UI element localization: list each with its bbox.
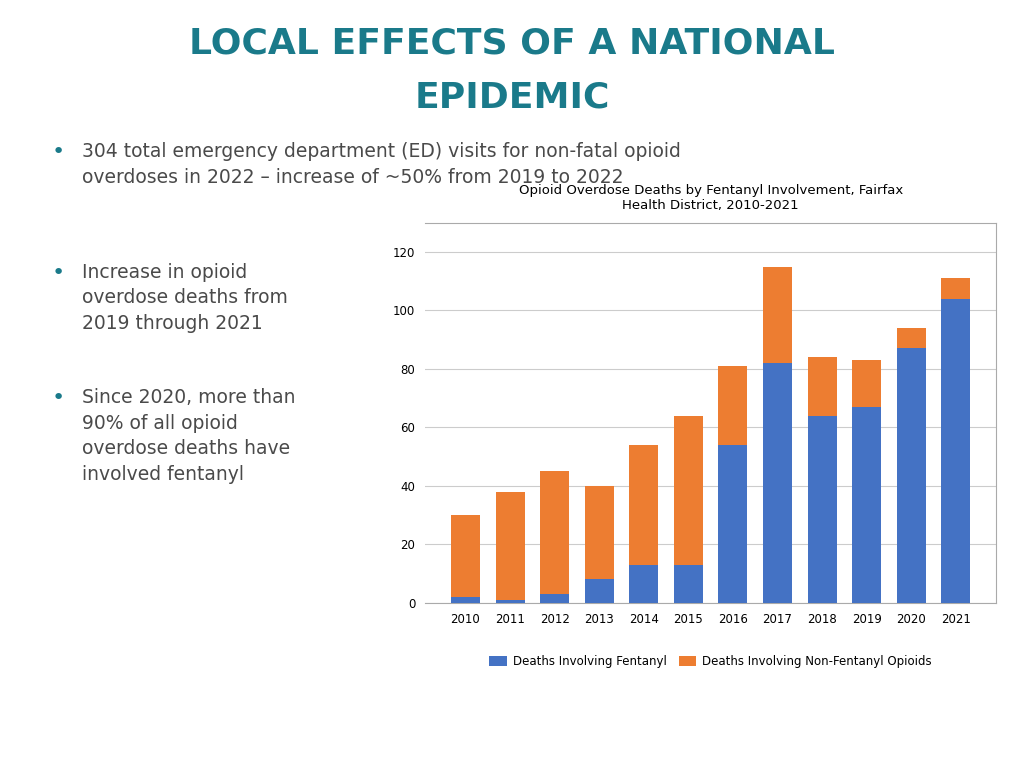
Text: Jennifer Feltes: Jennifer Feltes	[333, 665, 475, 684]
Text: EPIDEMIC: EPIDEMIC	[415, 81, 609, 114]
Polygon shape	[0, 709, 113, 733]
Text: Since 2020, more than
90% of all opioid
overdose deaths have
involved fentanyl: Since 2020, more than 90% of all opioid …	[82, 388, 295, 484]
Bar	[941, 278, 971, 299]
Text: •: •	[51, 142, 65, 162]
Bar	[585, 580, 613, 603]
Bar	[496, 600, 524, 603]
Bar	[763, 363, 792, 603]
Bar	[852, 360, 882, 407]
Bar	[451, 597, 480, 603]
Bar	[540, 594, 569, 603]
Bar	[808, 415, 837, 603]
Polygon shape	[0, 600, 82, 768]
Text: LOCAL EFFECTS OF A NATIONAL: LOCAL EFFECTS OF A NATIONAL	[189, 27, 835, 61]
Bar	[719, 366, 748, 445]
Title: Opioid Overdose Deaths by Fentanyl Involvement, Fairfax
Health District, 2010-20: Opioid Overdose Deaths by Fentanyl Invol…	[518, 184, 903, 212]
Bar	[941, 299, 971, 603]
Text: 304 total emergency department (ED) visits for non-fatal opioid
overdoses in 202: 304 total emergency department (ED) visi…	[82, 142, 681, 187]
Text: Fairfax County Health Department: Fairfax County Health Department	[333, 707, 671, 725]
Bar	[897, 349, 926, 603]
Text: Increase in opioid
overdose deaths from
2019 through 2021: Increase in opioid overdose deaths from …	[82, 263, 288, 333]
Text: •: •	[51, 388, 65, 408]
Bar	[630, 445, 658, 565]
Bar	[763, 266, 792, 363]
Bar	[630, 565, 658, 603]
Bar	[540, 472, 569, 594]
Text: •: •	[51, 263, 65, 283]
Bar	[808, 357, 837, 415]
Bar	[719, 445, 748, 603]
Polygon shape	[82, 621, 236, 768]
Text: 2: 2	[989, 740, 998, 754]
Bar	[496, 492, 524, 600]
Bar	[451, 515, 480, 597]
Bar	[674, 415, 702, 565]
Legend: Deaths Involving Fentanyl, Deaths Involving Non-Fentanyl Opioids: Deaths Involving Fentanyl, Deaths Involv…	[484, 650, 937, 673]
Bar	[852, 407, 882, 603]
Bar	[897, 328, 926, 349]
Bar	[674, 565, 702, 603]
Bar	[585, 486, 613, 580]
